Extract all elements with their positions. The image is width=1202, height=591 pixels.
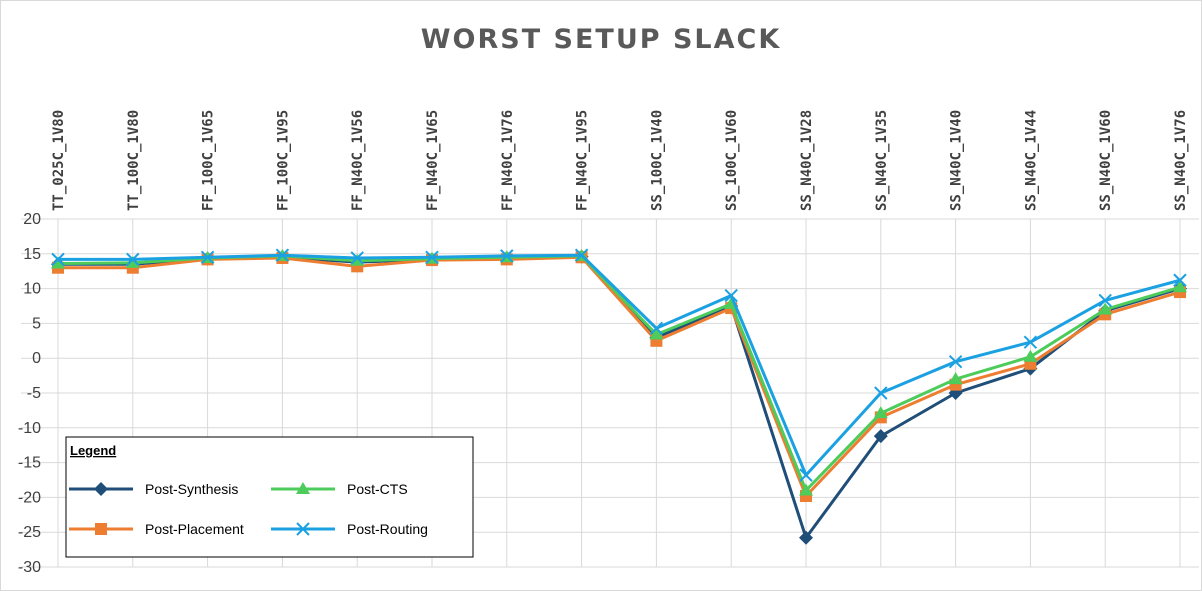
data-point: [500, 249, 514, 263]
x-tick-label: TT_100C_1V80: [126, 110, 142, 211]
data-point: [95, 523, 107, 535]
y-tick-label: -15: [18, 455, 41, 472]
legend-entry: Post-Placement: [69, 521, 244, 537]
data-point: [873, 429, 888, 444]
data-point: [724, 288, 738, 303]
y-tick-label: -20: [18, 489, 41, 506]
x-marker-stroke: [724, 288, 738, 303]
x-marker-stroke: [1173, 273, 1187, 287]
data-point: [296, 482, 310, 494]
data-point: [126, 252, 140, 267]
y-tick-label: 10: [23, 281, 41, 298]
data-point: [1098, 302, 1113, 315]
data-point: [275, 248, 290, 262]
y-tick-label: -25: [18, 524, 41, 541]
series-line: [58, 255, 1181, 498]
x-tick-label: SS_N40C_1V40: [949, 110, 965, 211]
x-tick-label: TT_025C_1V80: [51, 110, 67, 211]
data-point: [200, 250, 215, 264]
x-tick-label: FF_N40C_1V65: [425, 110, 441, 211]
series-lines: [51, 248, 1187, 545]
x-tick-label: SS_100C_1V40: [649, 110, 665, 211]
x-tick-label: FF_N40C_1V56: [350, 110, 366, 211]
legend-box: [65, 436, 474, 558]
legend: Legend Post-SynthesisPost-PlacementPost-…: [65, 436, 474, 558]
data-point: [799, 468, 813, 482]
y-tick-label: -10: [18, 420, 41, 437]
x-marker-stroke: [948, 354, 963, 369]
legend-label: Post-Routing: [347, 521, 428, 537]
legend-entry: Post-Synthesis: [69, 481, 238, 497]
data-point: [1098, 293, 1112, 308]
y-tick-label: 15: [23, 246, 41, 263]
x-axis-tick-labels: TT_025C_1V80 TT_100C_1V80 FF_100C_1V65 FF_1…: [51, 110, 1189, 211]
legend-label: Post-CTS: [347, 481, 408, 497]
y-tick-label: 0: [32, 350, 41, 367]
legend-title: Legend: [70, 443, 116, 458]
x-tick-label: SS_N40C_1V44: [1023, 110, 1039, 211]
legend-label: Post-Synthesis: [145, 481, 238, 497]
legend-entry: Post-Routing: [271, 521, 428, 537]
x-marker-stroke: [51, 252, 65, 267]
data-point: [51, 256, 65, 269]
x-marker-stroke: [1023, 335, 1038, 349]
y-tick-label: -30: [18, 559, 41, 576]
series-line: [58, 253, 1181, 477]
x-tick-label: FF_N40C_1V76: [500, 110, 516, 211]
x-marker-stroke: [200, 250, 215, 264]
y-tick-label: -5: [27, 385, 41, 402]
data-point: [1023, 349, 1038, 362]
data-point: [1173, 273, 1187, 287]
data-point: [948, 372, 963, 385]
x-tick-label: SS_N40C_1V28: [799, 110, 815, 211]
data-point: [1173, 280, 1187, 293]
x-tick-label: FF_100C_1V95: [275, 110, 291, 211]
x-marker-stroke: [350, 251, 364, 265]
x-tick-label: SS_100C_1V60: [724, 110, 740, 211]
data-point: [649, 327, 664, 340]
data-point: [799, 530, 813, 545]
chart-title: WORST SETUP SLACK: [421, 24, 782, 55]
x-marker-stroke: [649, 321, 664, 335]
x-tick-label: SS_N40C_1V60: [1098, 110, 1114, 211]
data-point: [874, 386, 888, 400]
x-marker-stroke: [296, 522, 310, 536]
data-point: [649, 321, 664, 335]
x-tick-label: FF_100C_1V65: [201, 110, 217, 211]
data-point: [94, 482, 108, 496]
data-point: [948, 354, 963, 369]
x-marker-stroke: [425, 250, 439, 264]
y-tick-label: 20: [23, 211, 41, 228]
legend-entries: Post-Synthesis Post-Placement Post-CTS Post…: [69, 481, 428, 537]
x-marker-stroke: [799, 468, 813, 482]
data-point: [574, 248, 589, 262]
x-marker-stroke: [574, 248, 589, 262]
x-marker-stroke: [500, 249, 514, 263]
data-point: [125, 255, 140, 268]
series-post-routing: [51, 248, 1187, 482]
x-tick-label: FF_N40C_1V95: [575, 110, 591, 211]
x-marker-stroke: [874, 386, 888, 400]
data-point: [1023, 335, 1038, 349]
y-tick-label: 5: [32, 315, 41, 332]
data-point: [350, 251, 364, 265]
data-point: [425, 250, 439, 264]
x-marker-stroke: [275, 248, 290, 262]
y-axis-tick-labels: 20 15 10 5 0 -5 -10 -15 -20 -25 -30: [18, 211, 41, 576]
data-point: [296, 522, 310, 536]
data-point: [51, 252, 65, 267]
x-marker-stroke: [126, 252, 140, 267]
legend-label: Post-Placement: [145, 521, 244, 537]
x-marker-stroke: [1098, 293, 1112, 308]
legend-entry: Post-CTS: [271, 481, 408, 497]
data-point: [873, 406, 888, 419]
x-tick-label: SS_N40C_1V35: [874, 110, 890, 211]
data-point: [799, 483, 813, 496]
x-tick-label: SS_N40C_1V76: [1173, 110, 1189, 211]
